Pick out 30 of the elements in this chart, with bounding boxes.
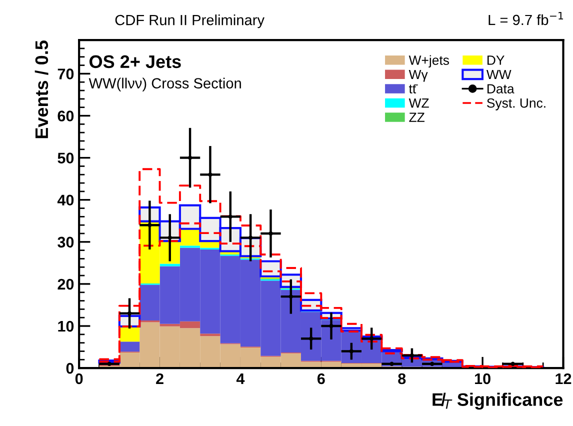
y-axis-title: Events / 0.5 [34,40,48,138]
legend-label: WZ [408,98,429,108]
x-tick-label: 8 [398,373,406,384]
legend-label: W+jets [408,55,449,68]
y-tick-label: 40 [57,194,74,206]
x-tick-label: 10 [475,373,490,384]
annotation: OS 2+ Jets [90,55,181,68]
legend-label: Wγ [408,70,428,82]
legend-label: DY [488,56,504,65]
x-tick-label: 4 [236,373,245,384]
y-tick-label: 10 [58,320,74,332]
y-tick-label: 20 [58,278,74,290]
legend-label: Syst. Unc. [487,98,546,110]
x-tick-label: 2 [156,373,164,384]
y-tick-label: 50 [58,152,74,164]
legend-label: WW [486,70,512,80]
x-tick-label: 12 [556,373,572,384]
chart-title: CDF Run II Preliminary [115,14,264,28]
x-axis-title: E̸$_{T}$ Significance [432,392,563,410]
y-tick-label: 0 [66,362,74,374]
annotation: WW(llνν) Cross Section [88,78,241,92]
legend-label: ZZ [409,112,424,122]
y-tick-label: 30 [58,236,74,248]
legend-label: Data [488,84,514,94]
chart-subtitle: L = 9.7 fb$^{−1}$ [488,12,564,26]
x-tick-label: 6 [317,373,325,384]
y-tick-label: 70 [58,68,74,80]
legend-label: tt̄ [408,84,418,94]
y-tick-label: 60 [58,110,74,122]
x-tick-label: 0 [75,373,83,384]
